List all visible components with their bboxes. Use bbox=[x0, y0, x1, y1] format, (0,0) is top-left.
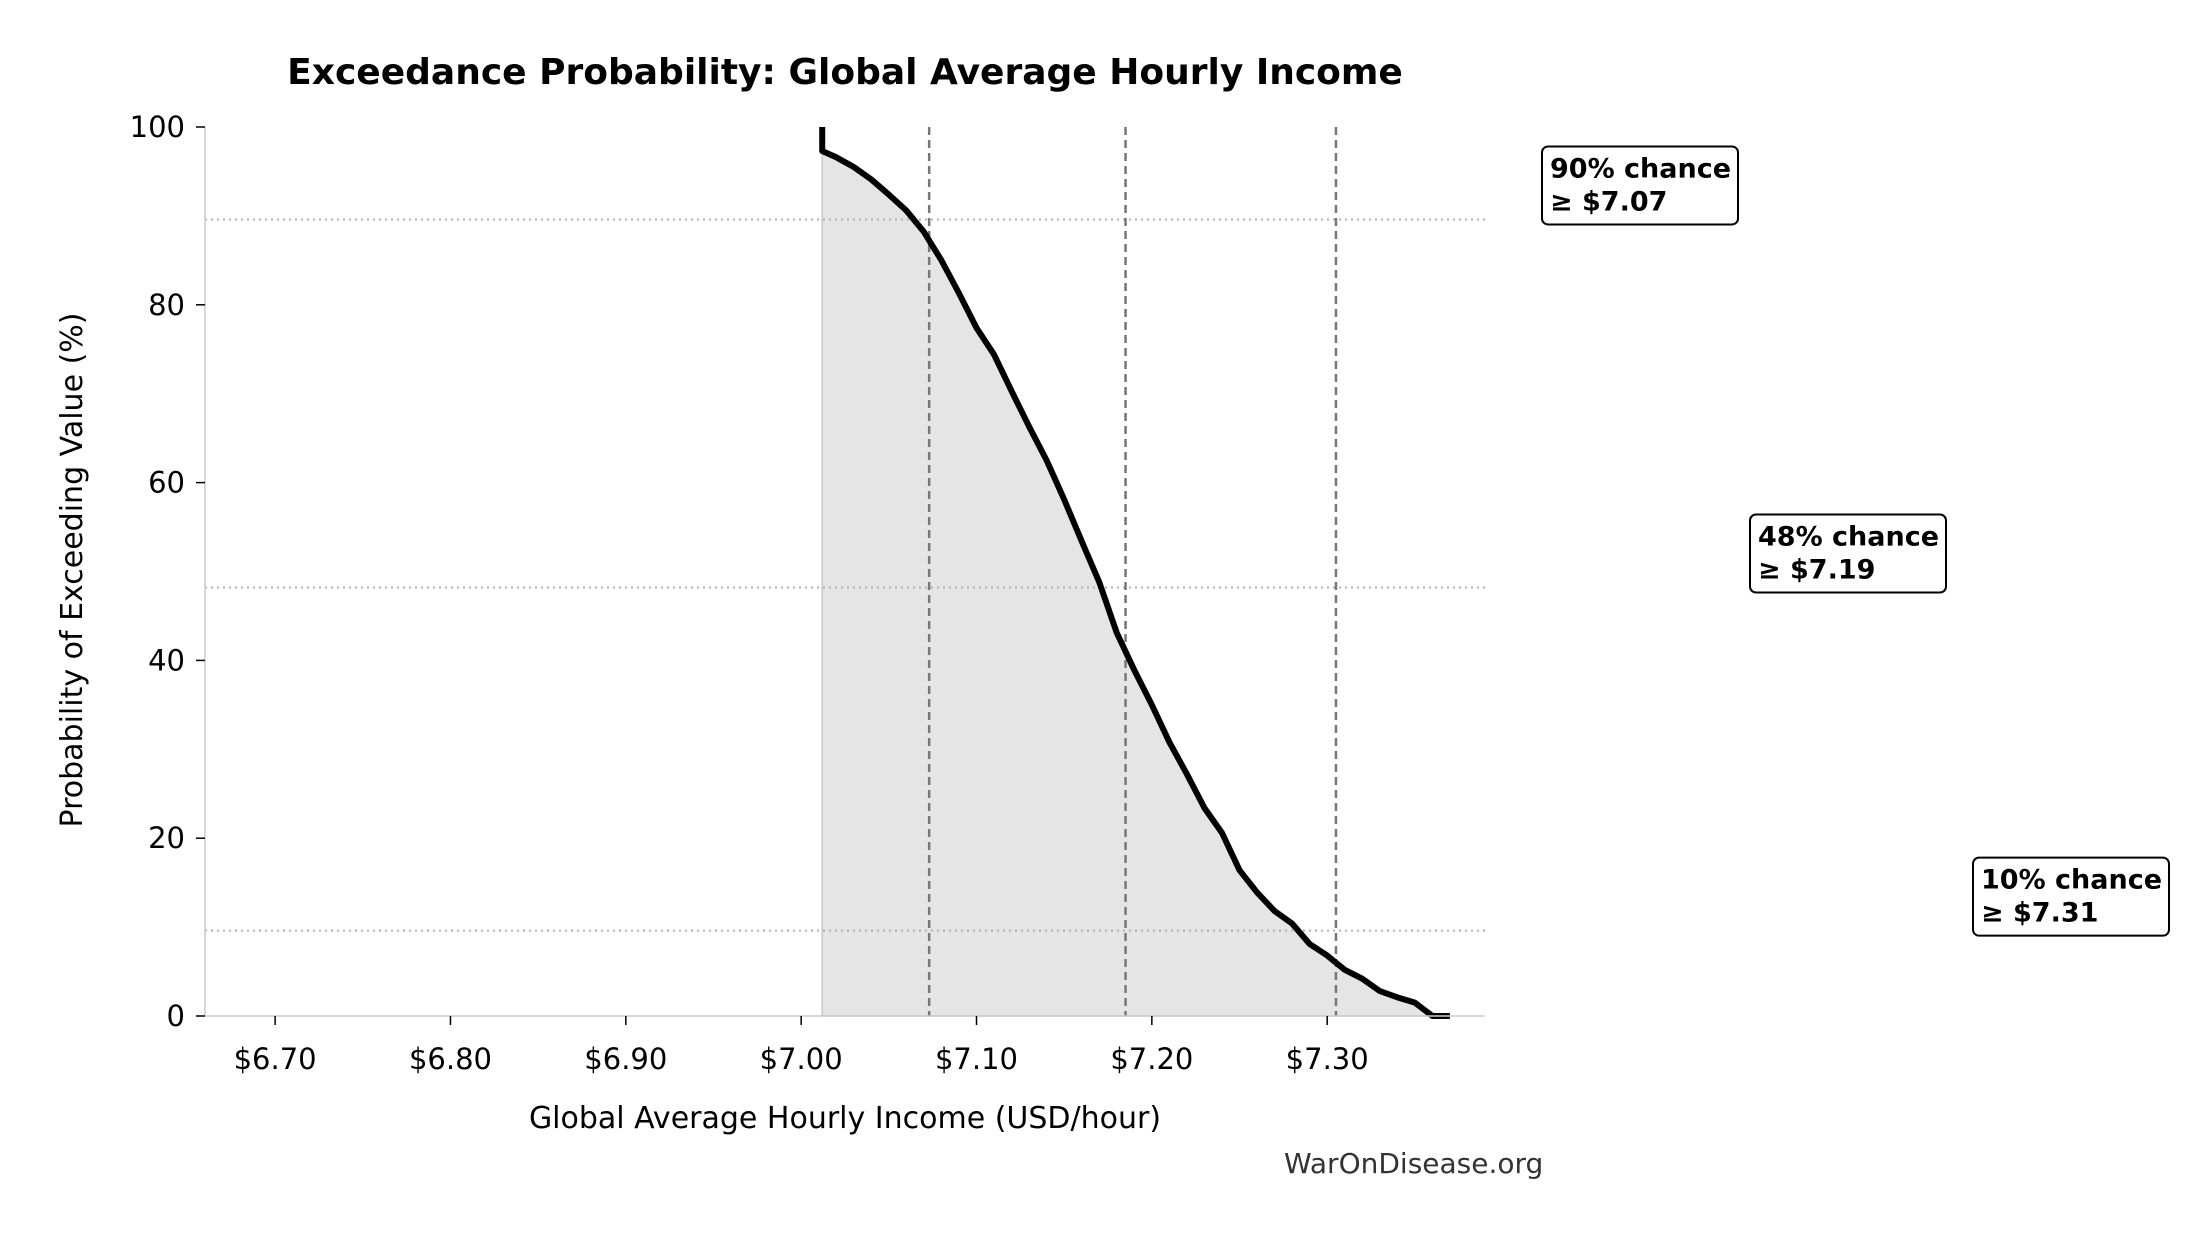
y-tick-label: 0 bbox=[167, 999, 185, 1033]
y-tick-label: 20 bbox=[148, 821, 185, 855]
area-fill bbox=[821, 127, 1450, 1017]
y-axis-label: Probability of Exceeding Value (%) bbox=[55, 313, 90, 828]
x-tick-label: $7.20 bbox=[1110, 1042, 1193, 1076]
annotation-line-1: 10% chance bbox=[1981, 865, 2162, 896]
annotation-box-2: 48% chance≥ $7.19 bbox=[1749, 513, 1947, 594]
annotation-frame bbox=[1541, 145, 1739, 226]
y-tick-label: 40 bbox=[148, 643, 185, 677]
x-tick-label: $6.90 bbox=[584, 1042, 667, 1076]
plot-area: $6.70 $6.80 $6.90 $7.00 $7.10 $7.20 $7.30 0 20 40… bbox=[130, 110, 2170, 1076]
annotation-line-1: 48% chance bbox=[1758, 522, 1939, 553]
annotation-frame bbox=[1749, 513, 1947, 594]
y-tick-label: 80 bbox=[148, 288, 185, 322]
x-tick-label: $7.00 bbox=[760, 1042, 843, 1076]
x-tick-label: $6.80 bbox=[409, 1042, 492, 1076]
y-tick-label: 100 bbox=[130, 110, 185, 144]
annotation-line-2: ≥ $7.07 bbox=[1550, 186, 1667, 217]
annotation-box-3: 10% chance≥ $7.31 bbox=[1972, 856, 2170, 937]
chart-title: Exceedance Probability: Global Average H… bbox=[287, 52, 1403, 93]
annotation-box-1: 90% chance≥ $7.07 bbox=[1541, 145, 1739, 226]
annotation-frame bbox=[1972, 856, 2170, 937]
x-axis-label: Global Average Hourly Income (USD/hour) bbox=[529, 1101, 1161, 1136]
exceedance-curve bbox=[819, 127, 1450, 1019]
y-tick-label: 60 bbox=[148, 466, 185, 500]
annotation-line-2: ≥ $7.31 bbox=[1981, 898, 2098, 929]
x-tick-label: $6.70 bbox=[234, 1042, 317, 1076]
source-label: WarOnDisease.org bbox=[1284, 1147, 1543, 1180]
annotation-line-2: ≥ $7.19 bbox=[1758, 555, 1875, 586]
annotation-line-1: 90% chance bbox=[1550, 153, 1731, 184]
x-tick-label: $7.30 bbox=[1286, 1042, 1369, 1076]
x-tick-label: $7.10 bbox=[935, 1042, 1018, 1076]
